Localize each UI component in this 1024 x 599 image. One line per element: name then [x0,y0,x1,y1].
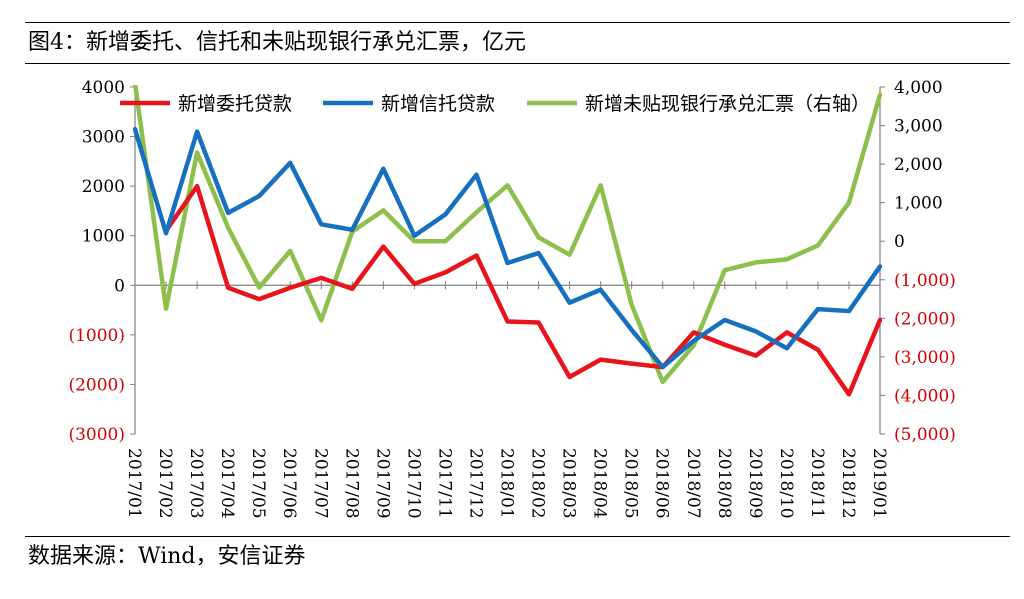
left-tick-label: 0 [114,276,125,296]
x-tick-label: 2017/08 [341,448,361,519]
left-tick-label: 1000 [82,227,125,247]
x-tick-label: 2018/11 [807,448,827,519]
right-tick-label: (2,000) [894,309,956,329]
x-tick-label: 2018/12 [838,448,858,519]
x-tick-label: 2018/08 [714,448,734,519]
x-tick-label: 2017/11 [434,448,454,519]
right-tick-label: 1,000 [894,194,943,214]
right-tick-label: 3,000 [894,117,943,137]
figure-title: 图4：新增委托、信托和未贴现银行承兑汇票，亿元 [28,30,526,55]
series-line-3 [133,85,882,385]
left-tick-label: (2000) [68,375,125,395]
x-tick-label: 2019/01 [869,448,889,519]
right-tick-label: (3,000) [894,348,956,368]
left-tick-label: (1000) [68,326,125,346]
x-tick-label: 2018/10 [776,448,796,519]
x-tick-label: 2017/07 [310,448,330,519]
left-tick-label: 3000 [82,128,125,148]
x-tick-label: 2017/01 [124,448,144,519]
source-note: 数据来源：Wind，安信证券 [28,544,306,569]
legend-label-1: 新增委托贷款 [178,93,292,115]
series-line-1 [163,183,882,397]
x-tick-label: 2018/05 [621,448,641,519]
x-tick-label: 2018/07 [683,448,703,519]
title-rule [25,63,1010,64]
legend-label-2: 新增信托贷款 [381,93,495,115]
x-tick-label: 2017/05 [248,448,268,519]
legend-label-bg [581,90,873,116]
left-tick-label: (3000) [68,425,125,445]
x-tick-label: 2017/12 [465,448,485,519]
x-tick-label: 2018/01 [497,448,517,519]
left-tick-label: 4000 [82,78,125,98]
right-tick-label: 0 [894,232,905,252]
top-rule [25,22,1010,23]
legend-label-bg [174,90,295,116]
x-tick-label: 2017/10 [403,448,423,519]
x-tick-label: 2017/04 [217,448,237,519]
left-tick-label: 2000 [82,177,125,197]
x-tick-label: 2017/02 [155,448,175,519]
x-tick-label: 2018/06 [652,448,672,519]
x-tick-label: 2017/06 [279,448,299,519]
legend-label-3: 新增未贴现银行承兑汇票（右轴） [585,93,870,115]
right-tick-label: 4,000 [894,78,943,98]
x-tick-label: 2018/03 [559,448,579,519]
x-tick-label: 2017/09 [372,448,392,519]
x-tick-label: 2018/04 [590,448,610,519]
right-tick-label: (4,000) [894,386,956,406]
x-tick-label: 2018/09 [745,448,765,519]
right-tick-label: 2,000 [894,155,943,175]
right-tick-label: (1,000) [894,271,956,291]
x-tick-label: 2017/03 [186,448,206,519]
bottom-rule [25,536,1010,537]
right-tick-label: (5,000) [894,425,956,445]
series-line-2 [133,126,882,370]
legend-label-bg [377,90,498,116]
x-tick-label: 2018/02 [528,448,548,519]
